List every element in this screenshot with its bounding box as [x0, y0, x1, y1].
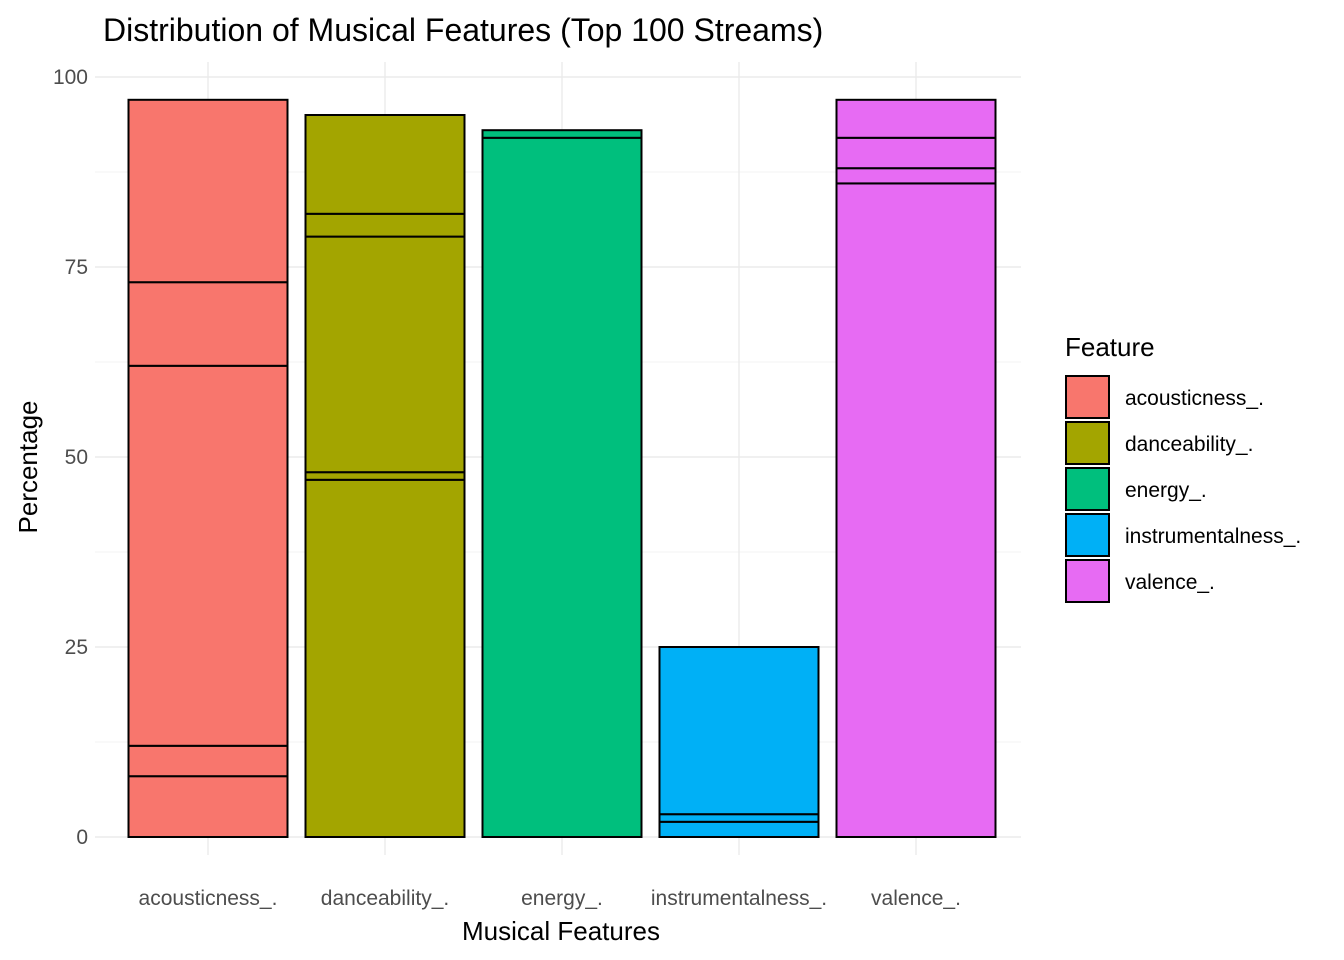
bar-segment — [481, 129, 643, 139]
legend-key — [1065, 375, 1110, 419]
y-tick-label: 0 — [76, 826, 88, 849]
y-tick-label: 75 — [65, 256, 88, 279]
bar-danceability_. — [304, 114, 466, 838]
x-tick-label: acousticness_. — [139, 887, 278, 910]
x-tick-label: danceability_. — [321, 887, 449, 910]
legend-label: acousticness_. — [1125, 387, 1264, 410]
bar-segment — [658, 820, 820, 838]
chart-title: Distribution of Musical Features (Top 10… — [103, 12, 823, 48]
bar-segment — [304, 471, 466, 481]
bar-segment — [658, 646, 820, 816]
legend-key — [1065, 513, 1110, 557]
bar-acousticness_. — [127, 98, 289, 839]
bars — [127, 98, 997, 839]
bar-segment — [127, 775, 289, 839]
bar-segment — [835, 136, 997, 170]
bar-segment — [304, 114, 466, 215]
legend-label: valence_. — [1125, 571, 1215, 594]
bar-segment — [304, 235, 466, 474]
bar-segment — [835, 182, 997, 838]
axes: 0 25 50 75 100 acousticness_. danceability_. en… — [53, 66, 961, 910]
bar-segment — [481, 136, 643, 839]
x-tick-label: instrumentalness_. — [651, 887, 827, 910]
bar-segment — [304, 212, 466, 238]
bar-segment — [127, 281, 289, 367]
legend-title: Feature — [1065, 332, 1155, 362]
bar-segment — [304, 478, 466, 838]
bar-segment — [835, 167, 997, 185]
bar-segment — [127, 364, 289, 747]
legend-key — [1065, 421, 1110, 465]
legend: Feature acousticness_. danceability_.ener… — [1065, 332, 1301, 603]
legend-label: instrumentalness_. — [1125, 525, 1301, 548]
y-tick-label: 25 — [65, 636, 88, 659]
y-tick-label: 50 — [65, 446, 88, 469]
x-tick-label: energy_. — [521, 887, 603, 910]
bar-instrumentalness_. — [658, 646, 820, 838]
y-tick-label: 100 — [53, 66, 88, 89]
x-axis-title: Musical Features — [462, 916, 660, 946]
bar-energy_. — [481, 129, 643, 839]
legend-label: danceability_. — [1125, 433, 1253, 456]
legend-key — [1065, 559, 1110, 603]
bar-segment — [658, 813, 820, 823]
bar-valence_. — [835, 98, 997, 838]
x-tick-label: valence_. — [871, 887, 961, 910]
y-axis-title: Percentage — [13, 401, 43, 534]
legend-label: energy_. — [1125, 479, 1207, 502]
bar-segment — [127, 744, 289, 778]
legend-key — [1065, 467, 1110, 511]
bar-segment — [835, 98, 997, 139]
bar-segment — [127, 98, 289, 284]
